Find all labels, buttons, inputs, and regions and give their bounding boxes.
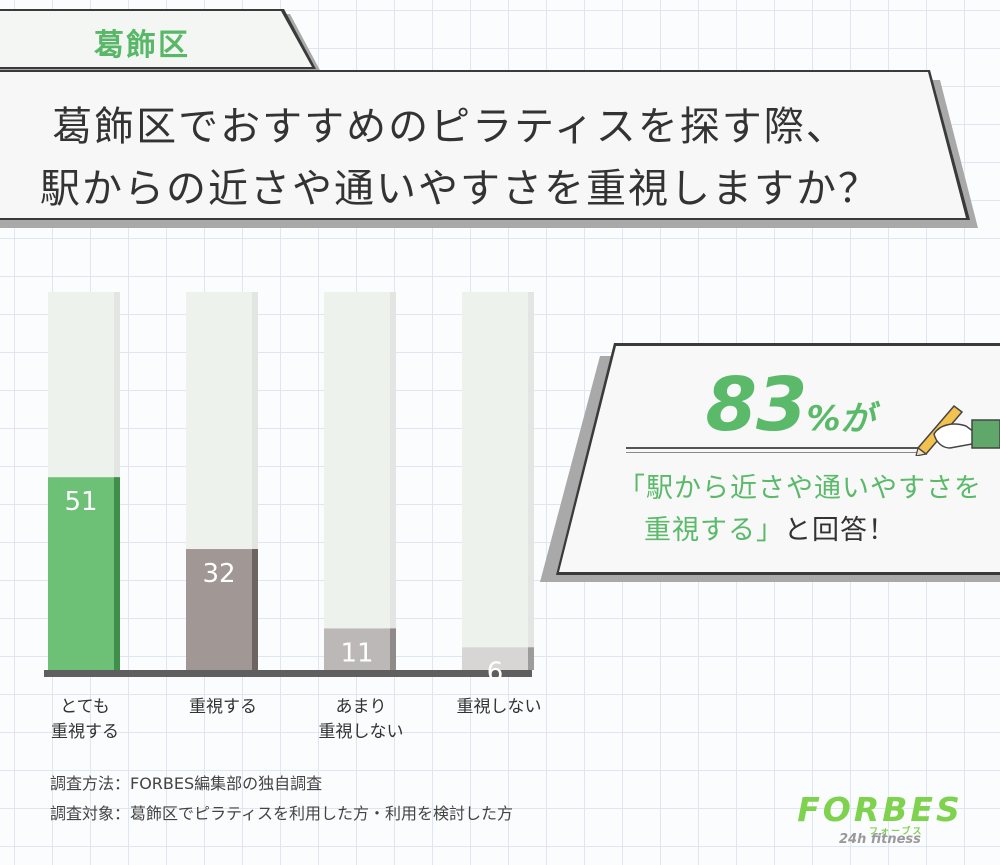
- bar-value-label-4: 6: [487, 657, 504, 687]
- ward-label: 葛飾区: [94, 28, 190, 63]
- bar-shadow-2: [252, 549, 258, 670]
- category-label-1: とても重視する: [51, 697, 119, 742]
- survey-method-note: 調査方法：FORBES編集部の独自調査: [50, 774, 323, 793]
- callout-underline-thin: [626, 452, 918, 453]
- bar-value-label-2: 32: [202, 559, 235, 589]
- bar-1: [48, 477, 120, 670]
- bar-4: [462, 647, 534, 670]
- logo-wordmark: FORBES: [797, 790, 963, 829]
- survey-target-note: 調査対象：葛飾区でピラティスを利用した方・利用を検討した方: [50, 804, 514, 823]
- bars-layer: [48, 292, 534, 670]
- title-line-2: 駅からの近さや通いやすさを重視しますか？: [40, 166, 880, 212]
- chart-baseline: [44, 670, 532, 677]
- callout-line-2: 重視する」と回答！: [560, 508, 980, 547]
- bar-value-label-3: 11: [340, 638, 373, 668]
- bar-track-shadow-4: [528, 292, 534, 670]
- category-label-line: 重視しない: [319, 722, 404, 742]
- callout-percent-suffix: %が: [806, 399, 875, 439]
- logo-katakana: フォーブス: [869, 827, 924, 837]
- title-banner-inner: [0, 72, 966, 218]
- callout-line-2-green: 重視する」: [644, 515, 784, 546]
- bar-shadow-1: [114, 477, 120, 670]
- bar-3: [324, 628, 396, 670]
- bar-track-4: [462, 292, 534, 670]
- ward-tab-inner: [0, 11, 312, 67]
- category-label-line: 重視しない: [457, 697, 542, 717]
- category-label-line: あまり: [336, 697, 387, 717]
- callout-line-1: 「駅から近さや通いやすさを: [618, 473, 982, 504]
- bar-track-3: [324, 292, 396, 670]
- bar-shadow-4: [528, 647, 534, 670]
- bar-track-shadow-2: [252, 292, 258, 670]
- category-label-3: あまり重視しない: [319, 697, 404, 742]
- category-label-line: とても: [60, 697, 110, 717]
- callout-underline: [626, 447, 918, 449]
- bar-shadow-3: [390, 628, 396, 670]
- category-label-line: 重視する: [189, 697, 257, 717]
- category-label-4: 重視しない: [457, 697, 542, 717]
- category-label-line: 重視する: [51, 722, 119, 742]
- title-line-1: 葛飾区でおすすめのピラティスを探す際、: [52, 104, 848, 150]
- bar-track-shadow-3: [390, 292, 396, 670]
- callout-percent-value: 83: [705, 362, 807, 448]
- bar-value-label-1: 51: [64, 487, 97, 517]
- callout-line-2-dark: と回答！: [784, 515, 896, 546]
- category-label-2: 重視する: [189, 697, 257, 717]
- forbes-logo: FORBES フォーブス 24h fitness: [795, 790, 965, 850]
- pen-hand-icon: [915, 404, 1000, 456]
- bar-2: [186, 549, 258, 670]
- logo-tagline: 24h fitness: [839, 832, 921, 847]
- callout-percent: 83%が: [680, 362, 900, 448]
- callout-inner: [559, 346, 1000, 572]
